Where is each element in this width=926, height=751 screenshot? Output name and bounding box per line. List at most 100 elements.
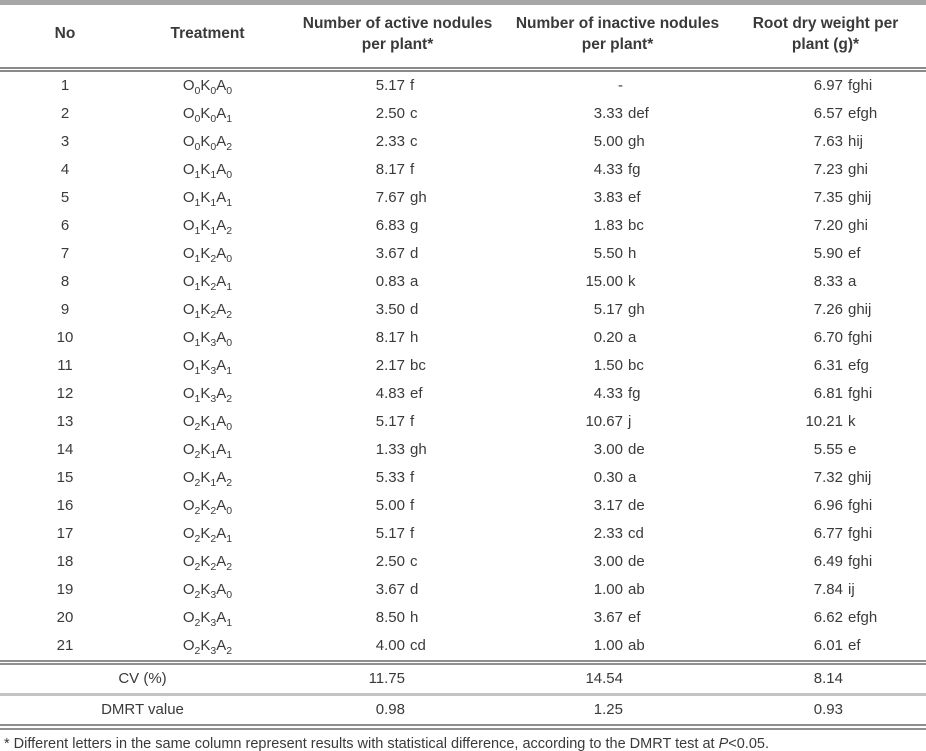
table-row: 13 O2K1A0 5.17 f 10.67 j 10.21 k	[0, 408, 926, 436]
cell-value-number: 0.20	[593, 329, 623, 347]
cell-root-weight: 6.96 fghi	[725, 492, 926, 520]
table-row: 16 O2K2A0 5.00 f 3.17 de 6.96 fghi	[0, 492, 926, 520]
cell-active-nodules: 4.83 ef	[285, 380, 510, 408]
cell-treatment: O0K0A2	[182, 133, 233, 154]
cell-active-nodules: 5.00 f	[285, 492, 510, 520]
cell-value-letters: ab	[628, 581, 645, 599]
table-row: 6 O1K1A2 6.83 g 1.83 bc 7.20 ghi	[0, 212, 926, 240]
cell-value-letters: h	[410, 329, 419, 347]
cell-value-number: 2.50	[375, 105, 405, 123]
cell-treatment: O0K0A1	[182, 105, 233, 126]
cell-value-number: 7.63	[813, 133, 843, 151]
table-row: 15 O2K1A2 5.33 f 0.30 a 7.32 ghij	[0, 464, 926, 492]
cell-value-letters: efg	[848, 357, 869, 375]
cell-no: 15	[56, 469, 74, 487]
cell-no: 14	[56, 441, 74, 459]
cell-value-letters: gh	[628, 133, 645, 151]
cell-value-letters: gh	[410, 441, 427, 459]
cell-value-letters: efgh	[848, 609, 878, 627]
summary-active-nodules: 0.98	[285, 694, 510, 727]
cell-no: 17	[56, 525, 74, 543]
column-header-treatment: Treatment	[130, 3, 285, 70]
cell-value-number: 6.77	[813, 525, 843, 543]
cell-root-weight: 7.84 ij	[725, 576, 926, 604]
column-header-line: Number of active nodules	[302, 15, 493, 32]
cell-value-letters: f	[410, 525, 415, 543]
cell-no: 13	[56, 413, 74, 431]
cell-treatment: O1K2A1	[182, 273, 233, 294]
cell-active-nodules: 8.50 h	[285, 604, 510, 632]
cell-no: 19	[56, 581, 74, 599]
cell-value-letters: ef	[628, 609, 641, 627]
cell-inactive-nodules: 1.50 bc	[510, 352, 725, 380]
cell-value-number: 5.17	[375, 77, 405, 95]
cell-value-number: 11.75	[368, 670, 405, 688]
cell-value-letters: d	[410, 581, 419, 599]
cell-value-letters: bc	[628, 217, 644, 235]
cell-value-number: 2.50	[375, 553, 405, 571]
cell-value-letters: d	[410, 245, 419, 263]
cell-value-number: 5.55	[813, 441, 843, 459]
cell-treatment: O1K2A0	[182, 245, 233, 266]
cell-value-letters: ghij	[848, 469, 872, 487]
cell-inactive-nodules: 3.67 ef	[510, 604, 725, 632]
cell-value-letters: efgh	[848, 105, 878, 123]
cell-value-number: 6.83	[375, 217, 405, 235]
cell-value-number: 15.00	[585, 273, 623, 291]
cell-value-letters: fghi	[848, 497, 873, 515]
cell-value-letters: j	[628, 413, 632, 431]
cell-value-letters	[843, 701, 848, 718]
cell-value-number: 6.57	[813, 105, 843, 123]
cell-inactive-nodules: 5.17 gh	[510, 296, 725, 324]
cell-value-number: 1.50	[593, 357, 623, 375]
cell-inactive-nodules: 5.00 gh	[510, 128, 725, 156]
cell-active-nodules: 2.50 c	[285, 100, 510, 128]
column-header-line: Number of inactive nodules	[515, 15, 720, 32]
cell-value-letters	[405, 701, 410, 718]
cell-value-number: 6.01	[813, 637, 843, 655]
cell-value-number: 8.17	[375, 161, 405, 179]
cell-active-nodules: 8.17 f	[285, 156, 510, 184]
summary-inactive-nodules: 1.25	[510, 694, 725, 727]
cell-value-number: 6.81	[813, 385, 843, 403]
cell-value-letters	[405, 670, 410, 687]
cell-root-weight: 7.20 ghi	[725, 212, 926, 240]
cell-value-letters: fghi	[848, 385, 873, 403]
cell-value-number: 1.83	[593, 217, 623, 235]
table-row: 4 O1K1A0 8.17 f 4.33 fg 7.23 ghi	[0, 156, 926, 184]
cell-value-letters: e	[848, 441, 857, 459]
cell-value-letters: cd	[628, 525, 644, 543]
cell-value-number: -	[618, 77, 623, 95]
cell-value-letters: c	[410, 133, 418, 151]
column-header-no: No	[0, 3, 130, 70]
cell-value-number: 5.00	[593, 133, 623, 151]
cell-treatment: O2K3A0	[182, 581, 233, 602]
cell-root-weight: 6.97 fghi	[725, 69, 926, 100]
cell-value-letters: h	[410, 609, 419, 627]
cell-value-letters: hij	[848, 133, 864, 151]
summary-label-cv: CV (%)	[118, 670, 167, 688]
cell-value-letters: gh	[628, 301, 645, 319]
column-header-line: plant (g)*	[791, 35, 860, 53]
cell-value-number: 6.70	[813, 329, 843, 347]
cell-value-number: 0.98	[375, 701, 405, 719]
cell-value-number: 3.00	[593, 441, 623, 459]
table-row: 18 O2K2A2 2.50 c 3.00 de 6.49 fghi	[0, 548, 926, 576]
summary-row-dmrt: DMRT value 0.98 1.25 0.93	[0, 694, 926, 727]
cell-value-letters: ab	[628, 637, 645, 655]
cell-value-number: 5.33	[375, 469, 405, 487]
table-footnote: * Different letters in the same column r…	[0, 730, 926, 751]
cell-inactive-nodules: -	[510, 69, 725, 100]
cell-value-letters: ghi	[848, 161, 869, 179]
cell-root-weight: 5.90 ef	[725, 240, 926, 268]
cell-treatment: O1K2A2	[182, 301, 233, 322]
summary-inactive-nodules: 14.54	[510, 662, 725, 694]
cell-value-number: 7.23	[813, 161, 843, 179]
cell-root-weight: 7.23 ghi	[725, 156, 926, 184]
cell-value-number: 6.62	[813, 609, 843, 627]
footnote-text-after: <0.05.	[728, 735, 769, 751]
cell-value-letters: fghi	[848, 553, 873, 571]
cell-value-letters: cd	[410, 637, 426, 655]
cell-treatment: O2K2A0	[182, 497, 233, 518]
